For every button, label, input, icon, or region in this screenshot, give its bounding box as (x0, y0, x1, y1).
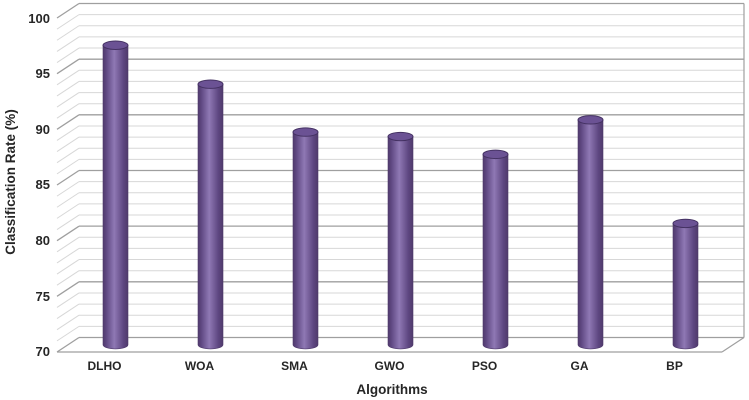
gridline-diagonal (56, 158, 80, 175)
gridline-diagonal (56, 47, 80, 63)
y-tick-label-95: 95 (35, 66, 50, 82)
x-category-label-DLHO: DLHO (87, 359, 122, 373)
y-tick-label-90: 90 (35, 121, 50, 137)
gridline-diagonal (56, 248, 80, 264)
gridline-diagonal (56, 36, 80, 52)
bar-body-PSO (482, 154, 509, 350)
bar-body-WOA (197, 83, 224, 350)
gridline-diagonal (56, 25, 80, 41)
x-category-label-GA: GA (570, 359, 589, 373)
bar-top-GWO (387, 131, 414, 142)
gridline-diagonal (56, 2, 80, 19)
floor-right-edge (721, 336, 745, 353)
gridline-diagonal (56, 181, 80, 197)
gridline-diagonal (56, 58, 80, 75)
gridline-diagonal (56, 147, 80, 164)
gridline-diagonal (56, 103, 80, 119)
gridline-diagonal (56, 192, 80, 208)
bar-body-GA (577, 119, 604, 350)
gridline-diagonal (56, 69, 80, 86)
x-category-label-WOA: WOA (184, 359, 215, 373)
gridline-diagonal (56, 136, 80, 153)
bar-top-SMA (292, 127, 319, 137)
bar-body-DLHO (102, 44, 129, 350)
gridline-diagonal (56, 169, 80, 186)
x-category-label-PSO: PSO (471, 359, 498, 373)
gridline-diagonal (56, 214, 80, 230)
gridline-diagonal (56, 203, 80, 219)
gridline-diagonal (56, 236, 80, 253)
bar-top-PSO (482, 149, 509, 160)
x-category-label-BP: BP (666, 359, 683, 373)
gridline-diagonal (56, 303, 80, 320)
gridline-diagonal (56, 325, 80, 342)
bar-body-GWO (387, 136, 414, 350)
gridline-diagonal (56, 281, 80, 297)
gridline-diagonal (56, 114, 80, 130)
gridline-diagonal (56, 125, 80, 141)
x-category-label-GWO: GWO (374, 359, 405, 373)
bar-top-GA (577, 115, 604, 125)
bar-top-BP (672, 218, 699, 229)
gridline-diagonal (56, 81, 80, 97)
gridline-diagonal (56, 314, 80, 331)
gridline-diagonal (56, 259, 80, 275)
bar-body-BP (672, 223, 699, 350)
gridline-diagonal (56, 92, 80, 108)
y-tick-label-80: 80 (35, 233, 50, 249)
x-axis-title: Algorithms (356, 382, 428, 397)
gridline-diagonal (56, 270, 80, 286)
y-tick-label-70: 70 (35, 344, 50, 360)
y-tick-label-100: 100 (28, 10, 50, 26)
gridline-diagonal (56, 292, 80, 308)
gridline-diagonal (56, 14, 80, 30)
gridline-diagonal (56, 225, 80, 242)
y-tick-label-85: 85 (35, 177, 50, 193)
bar-top-DLHO (102, 40, 129, 50)
y-tick-label-75: 75 (35, 288, 50, 304)
bar-top-WOA (197, 79, 224, 89)
bar-body-SMA (292, 131, 319, 350)
gridline-diagonal (56, 336, 80, 353)
x-category-label-SMA: SMA (281, 359, 308, 373)
